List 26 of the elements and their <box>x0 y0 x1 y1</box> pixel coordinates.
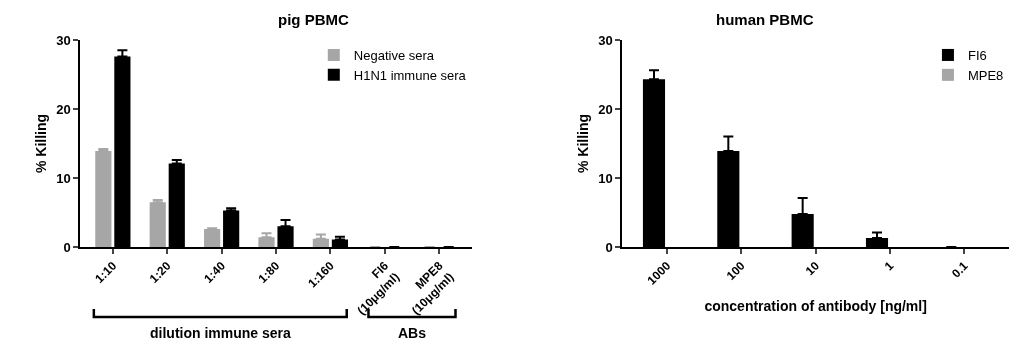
y-axis-title: % Killing <box>575 113 592 174</box>
y-tick-label: 10 <box>56 170 71 186</box>
bar <box>149 202 166 247</box>
legend-label: MPE8 <box>967 67 1004 83</box>
y-tick-label: 30 <box>56 32 71 48</box>
y-tick-label: 20 <box>56 101 71 117</box>
chart-title: pig PBMC <box>278 11 349 28</box>
legend-label: FI6 <box>967 48 987 64</box>
x-tick-label: 1 <box>881 258 897 274</box>
x-tick-label: 10 <box>802 258 823 279</box>
text: dilution immune sera <box>150 325 292 341</box>
legend-label: Negative sera <box>353 48 435 64</box>
chart-title: human PBMC <box>716 11 814 28</box>
x-axis-title: concentration of antibody [ng/ml] <box>704 298 927 315</box>
x-tick-label: 0.1 <box>949 258 971 281</box>
x-tick-label: 100 <box>723 258 748 283</box>
y-tick-label: 0 <box>63 239 71 255</box>
y-tick-label: 30 <box>598 32 613 48</box>
bar <box>95 151 112 247</box>
legend-label: H1N1 immune sera <box>353 67 467 83</box>
text: ABs <box>398 325 427 341</box>
y-axis-title: % Killing <box>33 113 50 174</box>
y-tick-label: 20 <box>598 101 613 117</box>
y-tick-label: 0 <box>605 239 613 255</box>
y-tick-label: 10 <box>598 170 613 186</box>
bar <box>204 229 221 247</box>
